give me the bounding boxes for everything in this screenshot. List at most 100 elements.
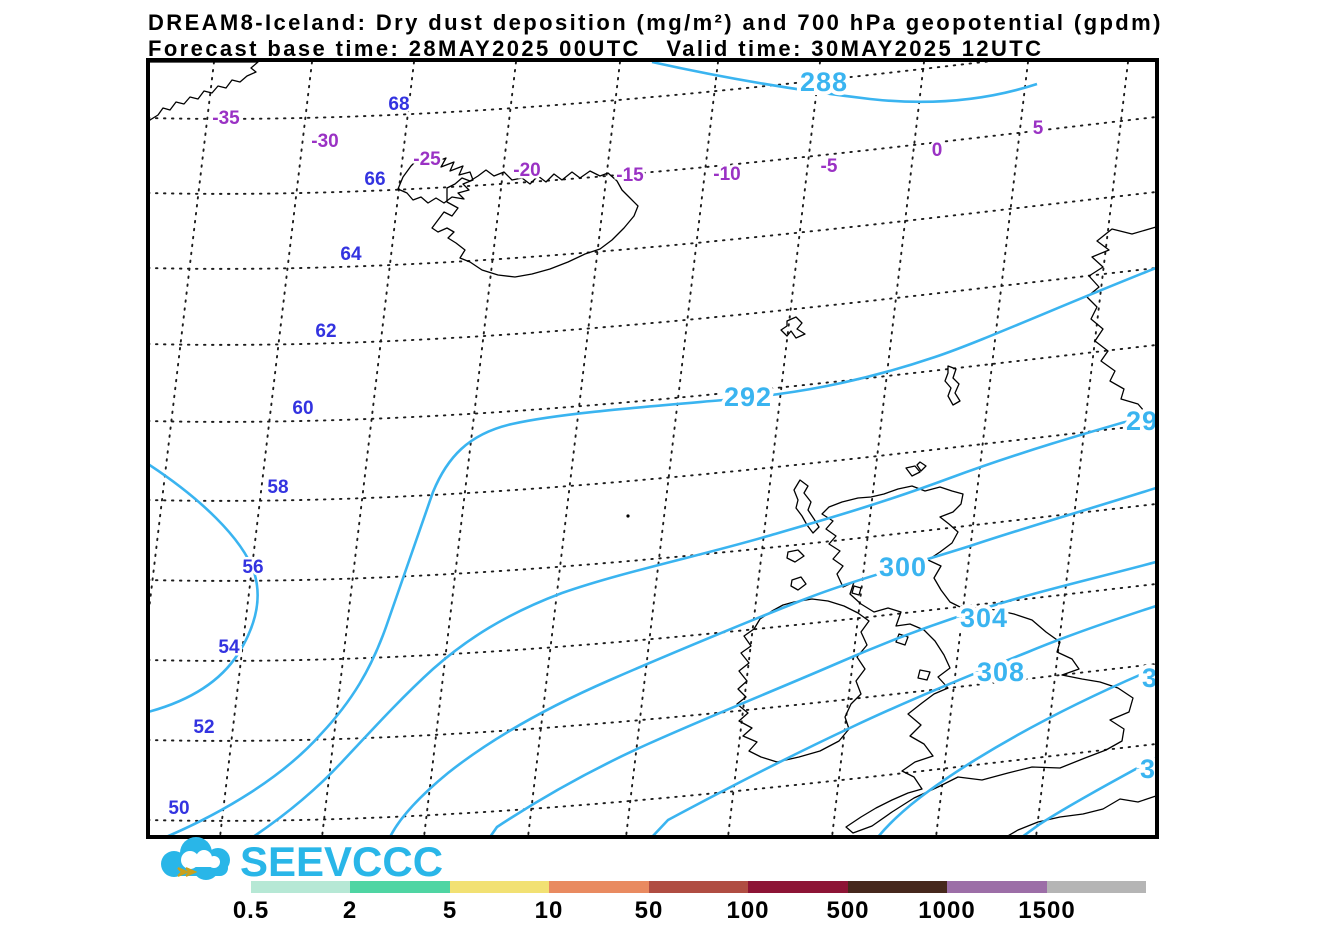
lat-label-1: 66	[364, 169, 385, 190]
orkney-islands-coast	[905, 461, 927, 477]
great-britain-coast	[821, 485, 1134, 834]
colorbar-segment-3	[549, 881, 649, 893]
seevccc-logo: SEEVCCC	[161, 837, 443, 885]
parallel-66	[150, 116, 1155, 195]
outer-hebrides-coast	[793, 479, 820, 534]
coastlines	[150, 62, 1155, 835]
contour-label-4: 304	[960, 603, 1008, 633]
colorbar-tick-1500: 1500	[1018, 897, 1076, 924]
forecast-time-subtitle: Forecast base time: 28MAY2025 00UTC Vali…	[148, 36, 1044, 61]
lat-label-0: 68	[388, 94, 409, 115]
anglesey-coast	[917, 669, 931, 681]
lat-label-6: 56	[242, 557, 263, 578]
parallel-56	[150, 503, 1155, 582]
faroe-islands-coast	[780, 316, 806, 339]
colorbar-tick-2: 2	[342, 897, 358, 924]
mull-island-coast	[786, 549, 805, 563]
lon-label-0: -35	[212, 108, 240, 129]
meridian--35	[150, 62, 215, 610]
contour-292	[167, 266, 1155, 835]
lat-label-5: 58	[267, 477, 288, 498]
meridian--30	[219, 62, 313, 835]
gold-arrow-icon	[177, 867, 198, 877]
colorbar-segment-2	[450, 881, 549, 893]
parallel-70	[148, 0, 1156, 43]
meridian--15	[527, 62, 621, 835]
colorbar-segment-6	[848, 881, 947, 893]
colorbar-tick-0.5: 0.5	[232, 897, 270, 924]
colorbar-tick-50: 50	[634, 897, 664, 924]
colorbar-tick-100: 100	[726, 897, 770, 924]
cloud-icon	[161, 837, 230, 880]
lon-label-6: -5	[821, 156, 838, 177]
lon-label-5: -10	[713, 164, 740, 185]
contour-296	[253, 411, 1155, 835]
contour-288	[651, 62, 1038, 104]
colorbar-segment-4	[649, 881, 748, 893]
greenland-coast	[150, 62, 259, 121]
france-coast	[1008, 795, 1155, 835]
colorbar-segment-5	[748, 881, 848, 893]
meridian--5	[727, 62, 821, 835]
iceland-westfjords-coast	[397, 152, 474, 204]
graticule-grid	[148, 0, 1156, 835]
parallel-58	[150, 423, 1155, 502]
colorbar-tick-1000: 1000	[918, 897, 976, 924]
latitude-label-group: 68 66 64 62 60 58 56 54 52 50	[166, 92, 412, 822]
rockall-islet	[626, 514, 630, 518]
meridian-10	[1035, 62, 1129, 835]
colorbar-segment-8	[1047, 881, 1146, 893]
contour-label-5: 308	[977, 657, 1025, 687]
norway-coast	[1086, 226, 1155, 415]
parallel-68	[150, 62, 992, 120]
meridian-0	[831, 62, 925, 835]
lon-label-8: 5	[1033, 118, 1044, 139]
lat-label-3: 62	[315, 321, 336, 342]
contour-312	[878, 667, 1155, 835]
contour-label-7: 3	[1140, 754, 1156, 784]
lat-label-8: 52	[193, 717, 214, 738]
arran-island-coast	[851, 585, 862, 596]
contour-label-3: 300	[879, 552, 927, 582]
geopotential-contours	[150, 62, 1155, 835]
meridian-5	[935, 62, 1029, 835]
lat-label-2: 64	[340, 244, 362, 265]
map-border-frame	[146, 58, 1159, 839]
colorbar-segment-0	[251, 881, 350, 893]
colorbar-tick-10: 10	[534, 897, 564, 924]
ireland-coast	[736, 598, 870, 763]
iceland-coast	[431, 169, 639, 278]
contour-308	[652, 604, 1155, 835]
longitude-label-group: -35 -30 -25 -20 -15 -10 -5 0 5	[210, 106, 1046, 189]
contour-316	[1022, 757, 1155, 835]
lon-label-4: -15	[616, 165, 644, 186]
page-title: DREAM8-Iceland: Dry dust deposition (mg/…	[148, 10, 1163, 35]
logo-text: SEEVCCC	[240, 838, 443, 885]
contour-label-1: 292	[724, 382, 772, 412]
shetland-islands-coast	[944, 365, 961, 406]
colorbar-tick-5: 5	[442, 897, 458, 924]
lat-label-7: 54	[218, 637, 240, 658]
contour-label-2: 29	[1126, 406, 1158, 436]
parallel-64	[150, 191, 1155, 270]
parallel-62	[150, 267, 1155, 346]
colorbar-segment-1	[350, 881, 450, 893]
lat-label-9: 50	[168, 798, 189, 819]
lon-label-3: -20	[513, 160, 540, 181]
islay-island-coast	[790, 576, 807, 591]
meridian--10	[625, 62, 719, 835]
colorbar-tick-500: 500	[826, 897, 870, 924]
contour-300	[389, 486, 1155, 835]
contour-left-trough	[150, 463, 259, 713]
lat-label-4: 60	[292, 398, 313, 419]
meridian--25	[321, 62, 415, 835]
contour-label-0: 288	[800, 67, 848, 97]
lon-label-2: -25	[413, 149, 441, 170]
colorbar-segment-7	[947, 881, 1047, 893]
meridian--20	[423, 62, 517, 835]
contour-304	[489, 560, 1155, 835]
lon-label-1: -30	[311, 131, 338, 152]
contour-label-6: 3	[1142, 663, 1158, 693]
